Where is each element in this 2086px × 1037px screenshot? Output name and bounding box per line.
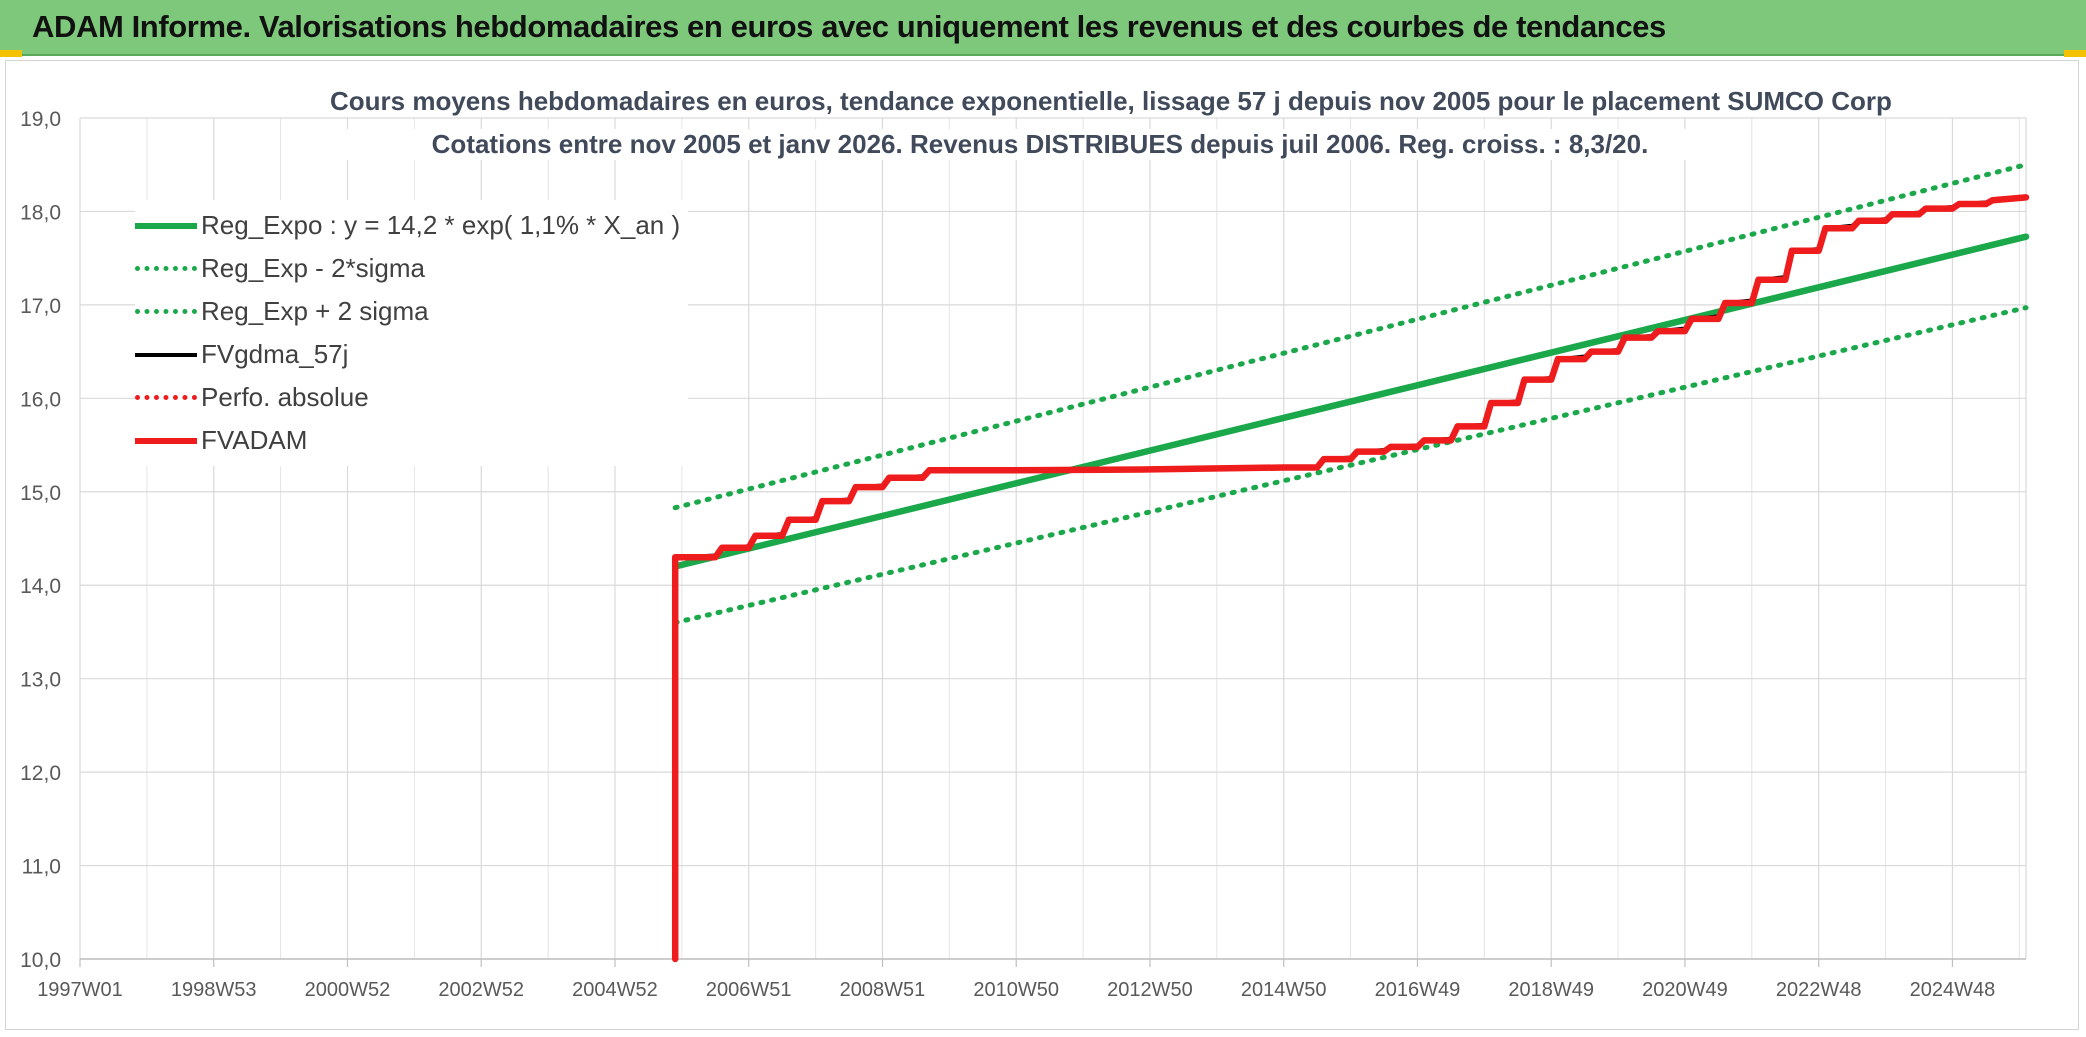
chart-title-line1: Cours moyens hebdomadaires en euros, ten…: [330, 86, 1892, 117]
x-tick-label: 2002W52: [438, 979, 524, 1001]
legend-label: FVgdma_57j: [201, 339, 349, 369]
legend-swatch: [135, 437, 197, 444]
legend-swatch: [135, 352, 197, 357]
legend-swatch: [135, 266, 197, 271]
corner-mark-right: [2064, 50, 2086, 57]
y-tick-label: 14,0: [20, 575, 61, 598]
legend-swatch: [135, 395, 197, 400]
y-tick-label: 10,0: [20, 949, 61, 972]
x-tick-label: 2022W48: [1776, 979, 1862, 1001]
legend-label: Reg_Exp + 2 sigma: [201, 296, 429, 326]
y-tick-label: 18,0: [20, 201, 61, 224]
x-tick-label: 2012W50: [1107, 979, 1193, 1001]
legend-label: Reg_Expo : y = 14,2 * exp( 1,1% * X_an ): [201, 210, 681, 240]
y-tick-label: 13,0: [20, 669, 61, 692]
x-tick-label: 1998W53: [171, 979, 257, 1001]
report-title: ADAM Informe. Valorisations hebdomadaire…: [32, 9, 1666, 44]
chart-legend: Reg_Expo : y = 14,2 * exp( 1,1% * X_an )…: [135, 200, 689, 466]
legend-item: Reg_Exp - 2*sigma: [135, 247, 680, 290]
legend-item: FVADAM: [135, 419, 680, 462]
x-tick-label: 2004W52: [572, 979, 658, 1001]
x-tick-label: 2010W50: [973, 979, 1059, 1001]
chart-frame: [5, 60, 2079, 1030]
legend-item: Reg_Exp + 2 sigma: [135, 290, 680, 333]
x-tick-label: 2016W49: [1375, 979, 1461, 1001]
y-tick-label: 12,0: [20, 762, 61, 785]
y-tick-label: 15,0: [20, 482, 61, 505]
legend-swatch: [135, 309, 197, 314]
x-tick-label: 2000W52: [305, 979, 391, 1001]
y-tick-label: 11,0: [22, 856, 61, 879]
x-tick-label: 2020W49: [1642, 979, 1728, 1001]
y-tick-label: 17,0: [20, 295, 61, 318]
x-tick-label: 2014W50: [1241, 979, 1327, 1001]
legend-swatch: [135, 222, 197, 229]
chart-title-line2: Cotations entre nov 2005 et janv 2026. R…: [330, 129, 1750, 160]
series-line-reg-expo-y-14-2-exp-1-1-x-an: [671, 233, 2030, 570]
legend-label: Perfo. absolue: [201, 382, 369, 412]
x-tick-label: 1997W01: [37, 979, 123, 1001]
legend-label: FVADAM: [201, 425, 308, 455]
x-tick-label: 2008W51: [840, 979, 926, 1001]
corner-mark-left: [0, 50, 22, 57]
y-tick-label: 19,0: [20, 108, 61, 131]
legend-label: Reg_Exp - 2*sigma: [201, 253, 425, 283]
x-tick-label: 2024W48: [1910, 979, 1996, 1001]
legend-item: Reg_Expo : y = 14,2 * exp( 1,1% * X_an ): [135, 204, 680, 247]
series-line-reg-exp-2-sigma: [672, 162, 2029, 511]
report-banner: ADAM Informe. Valorisations hebdomadaire…: [0, 0, 2086, 56]
legend-item: FVgdma_57j: [135, 333, 680, 376]
x-tick-label: 2018W49: [1508, 979, 1594, 1001]
x-tick-label: 2006W51: [706, 979, 792, 1001]
legend-item: Perfo. absolue: [135, 376, 680, 419]
series-line-reg-exp-2-sigma: [672, 305, 2029, 626]
series-line-fvadam: [671, 194, 2030, 963]
y-tick-label: 16,0: [20, 388, 61, 411]
